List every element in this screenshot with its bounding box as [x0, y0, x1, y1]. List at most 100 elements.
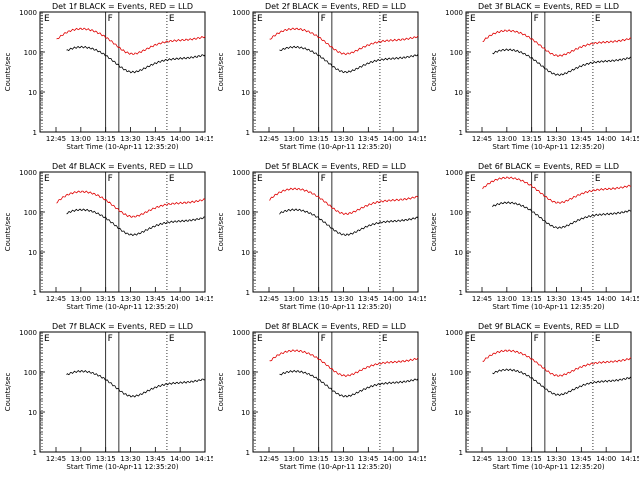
y-tick-label: 1000	[232, 9, 250, 17]
x-axis-label: Start Time (10-Apr-11 12:35:20)	[279, 303, 391, 311]
detector-panel-9: Det 9f BLACK = Events, RED = LLD 1 10 100 10…	[426, 320, 640, 484]
x-tick-label: 14:15	[408, 135, 426, 143]
marker-label: F	[534, 14, 539, 24]
marker-label: F	[321, 174, 326, 184]
marker-label: E	[470, 14, 476, 24]
marker-label: E	[595, 14, 601, 24]
detector-panel-3: Det 3f BLACK = Events, RED = LLD 1 10 100 10…	[426, 0, 640, 164]
marker-label: F	[108, 334, 113, 344]
chart-title: Det 6f BLACK = Events, RED = LLD	[478, 162, 619, 171]
y-tick-label: 1000	[19, 169, 37, 177]
marker-label: E	[257, 14, 263, 24]
x-tick-label: 13:45	[571, 455, 591, 463]
y-axis-label: Counts/sec	[430, 53, 438, 92]
x-tick-label: 14:15	[195, 455, 213, 463]
y-tick-label: 10	[241, 89, 250, 97]
chart-title: Det 8f BLACK = Events, RED = LLD	[265, 322, 406, 331]
x-tick-label: 13:45	[145, 455, 165, 463]
marker-label: E	[44, 334, 50, 344]
marker-label: F	[108, 14, 113, 24]
detector-panel-6: Det 6f BLACK = Events, RED = LLD 1 10 100 10…	[426, 160, 640, 324]
x-tick-label: 13:30	[333, 295, 353, 303]
events-series-line	[279, 45, 419, 74]
x-tick-label: 13:00	[497, 135, 517, 143]
marker-label: E	[595, 174, 601, 184]
lld-series-line	[56, 190, 206, 218]
y-tick-label: 1000	[19, 9, 37, 17]
events-series-line	[492, 201, 632, 230]
x-tick-label: 14:15	[195, 135, 213, 143]
y-tick-label: 100	[24, 369, 37, 377]
y-axis-label: Counts/sec	[4, 53, 12, 92]
x-tick-label: 13:00	[497, 455, 517, 463]
x-tick-label: 14:00	[383, 455, 403, 463]
x-tick-label: 12:45	[259, 135, 279, 143]
y-axis-label: Counts/sec	[430, 213, 438, 252]
lld-series-line	[269, 187, 419, 216]
events-series-line	[66, 208, 206, 237]
x-tick-label: 13:45	[145, 295, 165, 303]
x-tick-label: 13:45	[358, 135, 378, 143]
x-tick-label: 13:15	[96, 135, 116, 143]
detector-chart-2: Det 2f BLACK = Events, RED = LLD 1 10 100 10…	[217, 2, 428, 151]
x-tick-label: 13:15	[522, 135, 542, 143]
plot-frame	[39, 331, 206, 453]
y-axis-label: Counts/sec	[430, 373, 438, 412]
x-tick-label: 14:15	[621, 455, 639, 463]
x-tick-label: 13:30	[120, 295, 140, 303]
x-tick-label: 13:00	[71, 295, 91, 303]
x-tick-label: 14:00	[596, 455, 616, 463]
detector-chart-8: Det 8f BLACK = Events, RED = LLD 1 10 100 10…	[217, 322, 428, 471]
y-tick-label: 100	[24, 49, 37, 57]
plot-frame	[39, 171, 206, 293]
y-tick-label: 10	[241, 249, 250, 257]
y-tick-label: 100	[450, 49, 463, 57]
x-tick-label: 13:30	[546, 455, 566, 463]
marker-label: E	[44, 174, 50, 184]
y-axis-label: Counts/sec	[217, 213, 225, 252]
x-axis-label: Start Time (10-Apr-11 12:35:20)	[66, 143, 178, 151]
plot-frame	[465, 11, 632, 133]
marker-label: F	[534, 334, 539, 344]
y-tick-label: 1000	[445, 329, 463, 337]
x-tick-label: 14:00	[596, 135, 616, 143]
detector-panel-2: Det 2f BLACK = Events, RED = LLD 1 10 100 10…	[213, 0, 428, 164]
marker-label: F	[321, 334, 326, 344]
x-tick-label: 13:15	[522, 455, 542, 463]
y-tick-label: 1	[246, 129, 250, 137]
marker-label: E	[382, 174, 388, 184]
detector-chart-9: Det 9f BLACK = Events, RED = LLD 1 10 100 10…	[430, 322, 640, 471]
detector-chart-7: Det 7f BLACK = Events, RED = LLD 1 10 100 10…	[4, 322, 215, 471]
plot-frame	[39, 11, 206, 133]
detector-panel-1: Det 1f BLACK = Events, RED = LLD 1 10 100 10…	[0, 0, 215, 164]
x-tick-label: 13:15	[309, 135, 329, 143]
y-tick-label: 100	[24, 209, 37, 217]
y-tick-label: 10	[454, 89, 463, 97]
x-tick-label: 13:00	[497, 295, 517, 303]
x-tick-label: 13:30	[333, 455, 353, 463]
chart-title: Det 5f BLACK = Events, RED = LLD	[265, 162, 406, 171]
lld-series-line	[269, 349, 419, 378]
x-tick-label: 13:00	[71, 455, 91, 463]
x-tick-label: 13:45	[145, 135, 165, 143]
x-tick-label: 12:45	[472, 295, 492, 303]
chart-title: Det 4f BLACK = Events, RED = LLD	[52, 162, 193, 171]
x-tick-label: 13:00	[284, 135, 304, 143]
chart-title: Det 3f BLACK = Events, RED = LLD	[478, 2, 619, 11]
x-tick-label: 13:15	[309, 295, 329, 303]
plot-frame	[252, 331, 419, 453]
x-tick-label: 12:45	[259, 455, 279, 463]
x-tick-label: 13:45	[571, 295, 591, 303]
events-series-line	[279, 369, 419, 398]
detector-chart-4: Det 4f BLACK = Events, RED = LLD 1 10 100 10…	[4, 162, 215, 311]
y-axis-label: Counts/sec	[217, 373, 225, 412]
y-tick-label: 10	[28, 409, 37, 417]
marker-label: E	[257, 334, 263, 344]
x-axis-label: Start Time (10-Apr-11 12:35:20)	[492, 463, 604, 471]
y-tick-label: 100	[450, 369, 463, 377]
marker-label: E	[169, 174, 175, 184]
x-tick-label: 13:15	[96, 295, 116, 303]
x-tick-label: 12:45	[259, 295, 279, 303]
x-axis-label: Start Time (10-Apr-11 12:35:20)	[279, 463, 391, 471]
x-tick-label: 13:00	[71, 135, 91, 143]
